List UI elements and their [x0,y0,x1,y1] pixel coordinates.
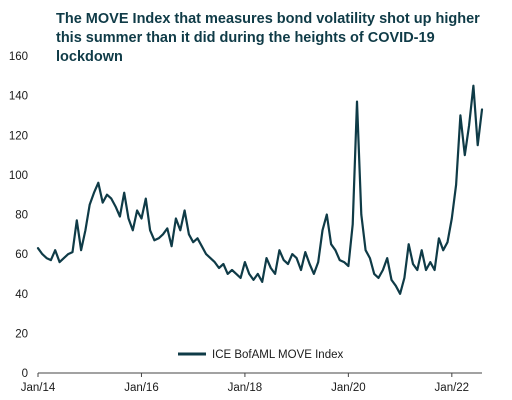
x-tick-label: Jan/14 [21,382,56,394]
y-tick-label: 80 [15,210,28,222]
y-tick-label: 140 [9,91,28,103]
y-axis: 0 20 40 60 80 100 120 140 160 [9,51,28,380]
x-tick-label: Jan/18 [228,382,263,394]
y-tick-label: 60 [15,249,28,261]
x-tick-label: Jan/20 [331,382,366,394]
legend-label: ICE BofAML MOVE Index [212,349,343,361]
x-axis: Jan/14 Jan/16 Jan/18 Jan/20 Jan/22 [21,372,482,394]
x-tick-label: Jan/16 [124,382,159,394]
y-tick-label: 120 [9,130,28,142]
y-tick-label: 20 [15,328,28,340]
x-tick-label: Jan/22 [435,382,470,394]
y-tick-label: 40 [15,289,28,301]
y-tick-label: 160 [9,51,28,63]
chart-title: The MOVE Index that measures bond volati… [56,11,480,65]
series-line-move-index [36,84,484,295]
legend: ICE BofAML MOVE Index [178,349,343,361]
y-tick-label: 100 [9,170,28,182]
y-tick-label: 0 [22,368,28,380]
